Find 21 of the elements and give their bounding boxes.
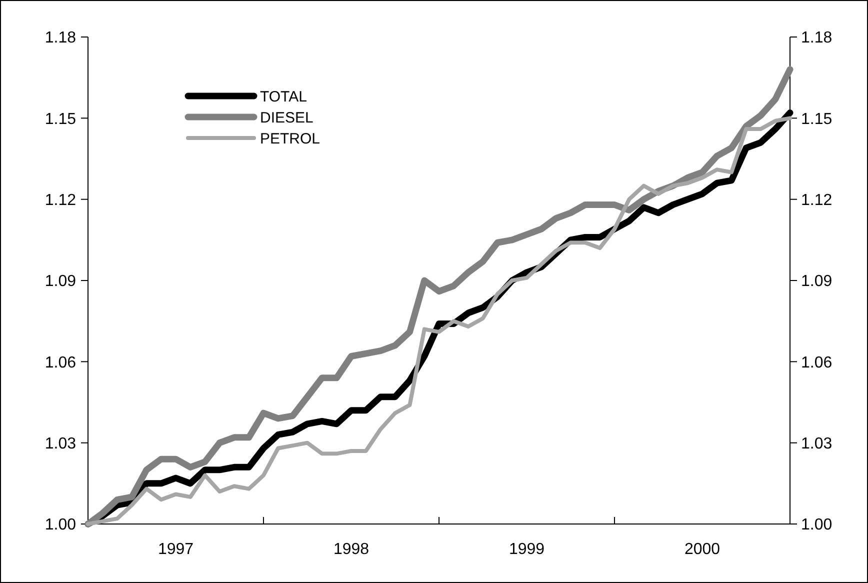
y-tick-label: 1.09 <box>44 273 76 290</box>
legend-label: TOTAL <box>260 88 307 106</box>
x-tick-label: 1999 <box>508 541 545 558</box>
y-tick-label: 1.00 <box>44 516 76 534</box>
x-tick-label: 2000 <box>684 541 720 558</box>
y2-tick-label: 1.06 <box>801 354 832 372</box>
y2-tick-label: 1.09 <box>801 273 832 290</box>
y2-tick-label: 1.00 <box>801 516 832 534</box>
legend-label: PETROL <box>260 130 320 148</box>
y-tick-label: 1.03 <box>44 435 76 452</box>
x-tick-label: 1998 <box>333 541 370 558</box>
y-tick-label: 1.15 <box>44 110 76 128</box>
legend-label: DIESEL <box>260 109 314 126</box>
y2-tick-label: 1.03 <box>801 435 832 452</box>
y2-tick-label: 1.15 <box>801 110 832 128</box>
x-tick-label: 1997 <box>158 541 194 558</box>
y-tick-label: 1.12 <box>44 192 76 209</box>
y-tick-label: 1.18 <box>44 30 76 47</box>
y2-tick-label: 1.18 <box>801 30 832 47</box>
y-tick-label: 1.06 <box>44 354 76 372</box>
y2-tick-label: 1.12 <box>801 192 832 209</box>
